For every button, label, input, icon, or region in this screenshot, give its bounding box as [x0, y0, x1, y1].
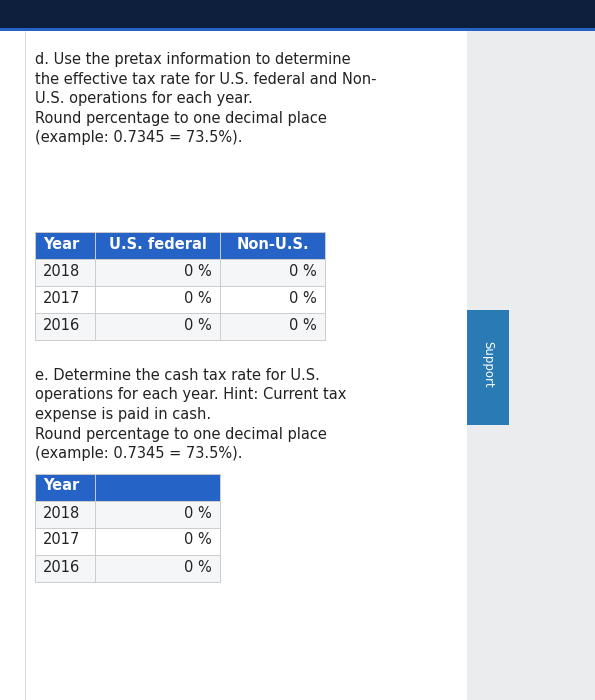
Text: 0 %: 0 %: [289, 291, 317, 306]
Text: Support: Support: [481, 341, 494, 388]
Text: (example: 0.7345 = 73.5%).: (example: 0.7345 = 73.5%).: [35, 130, 243, 145]
Circle shape: [524, 639, 562, 677]
Text: the effective tax rate for U.S. federal and Non-: the effective tax rate for U.S. federal …: [35, 71, 377, 87]
Text: U.S. federal: U.S. federal: [108, 237, 206, 252]
Text: Year: Year: [43, 237, 79, 252]
Text: 0 %: 0 %: [184, 318, 212, 333]
Text: (example: 0.7345 = 73.5%).: (example: 0.7345 = 73.5%).: [35, 446, 243, 461]
Text: 2016: 2016: [43, 318, 80, 333]
Text: 0 %: 0 %: [289, 264, 317, 279]
Text: Round percentage to one decimal place: Round percentage to one decimal place: [35, 111, 327, 125]
Text: d. Use the pretax information to determine: d. Use the pretax information to determi…: [35, 52, 350, 67]
Text: Non-U.S.: Non-U.S.: [236, 237, 309, 252]
Text: Year: Year: [43, 479, 79, 493]
Text: 0 %: 0 %: [184, 264, 212, 279]
Text: ▲: ▲: [538, 651, 549, 665]
Text: 2018: 2018: [43, 264, 80, 279]
Text: e. Determine the cash tax rate for U.S.: e. Determine the cash tax rate for U.S.: [35, 368, 320, 383]
Text: 0 %: 0 %: [184, 559, 212, 575]
Text: expense is paid in cash.: expense is paid in cash.: [35, 407, 211, 422]
Text: operations for each year. Hint: Current tax: operations for each year. Hint: Current …: [35, 388, 346, 402]
Text: 0 %: 0 %: [184, 505, 212, 521]
Text: 2017: 2017: [43, 291, 80, 306]
Text: 2016: 2016: [43, 559, 80, 575]
Text: 2017: 2017: [43, 533, 80, 547]
Text: 0 %: 0 %: [184, 291, 212, 306]
Text: Round percentage to one decimal place: Round percentage to one decimal place: [35, 426, 327, 442]
Text: 0 %: 0 %: [184, 533, 212, 547]
Text: 0 %: 0 %: [289, 318, 317, 333]
Text: 2018: 2018: [43, 505, 80, 521]
Text: U.S. operations for each year.: U.S. operations for each year.: [35, 91, 253, 106]
